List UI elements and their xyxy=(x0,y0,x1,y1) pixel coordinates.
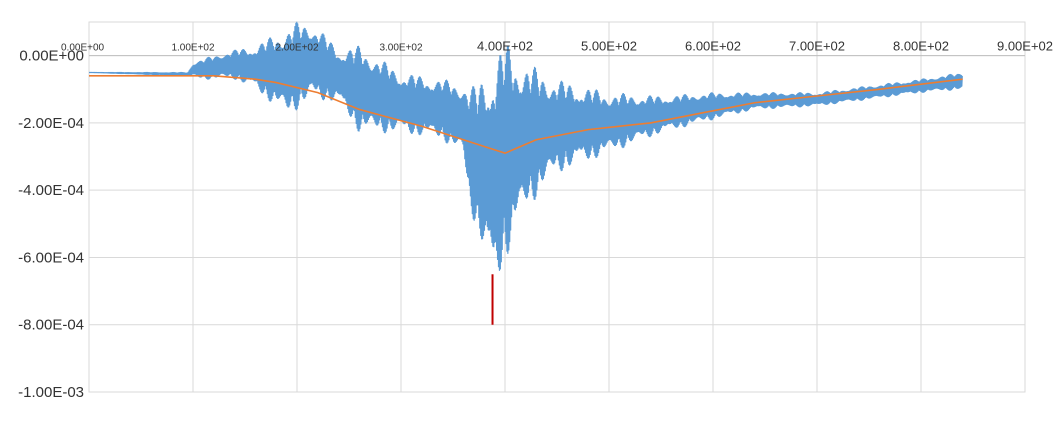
y-tick-label: -2.00E-04 xyxy=(18,115,84,132)
x-tick-label: 4.00E+02 xyxy=(477,39,533,54)
series-layer xyxy=(88,21,963,325)
x-tick-label: 8.00E+02 xyxy=(893,39,949,54)
y-tick-label: -1.00E-03 xyxy=(18,384,84,401)
y-tick-label: -6.00E-04 xyxy=(18,249,84,266)
y-tick-label: -8.00E-04 xyxy=(18,317,84,334)
x-tick-label: 3.00E+02 xyxy=(379,43,423,54)
y-tick-label: 0.00E+00 xyxy=(19,48,84,65)
x-tick-label: 7.00E+02 xyxy=(789,39,845,54)
series-oscillation xyxy=(88,21,963,271)
x-tick-label: 0.00E+00 xyxy=(61,43,105,54)
x-tick-label: 6.00E+02 xyxy=(685,39,741,54)
x-tick-label: 1.00E+02 xyxy=(171,43,215,54)
x-tick-label: 9.00E+02 xyxy=(997,39,1053,54)
x-tick-label: 2.00E+02 xyxy=(275,43,319,54)
x-tick-label: 5.00E+02 xyxy=(581,39,637,54)
series-trend-line xyxy=(89,75,963,155)
y-tick-label: -4.00E-04 xyxy=(18,182,84,199)
axis: 0.00E+00 -2.00E-04 -4.00E-04 -6.00E-04 -8.00… xyxy=(18,39,1053,401)
